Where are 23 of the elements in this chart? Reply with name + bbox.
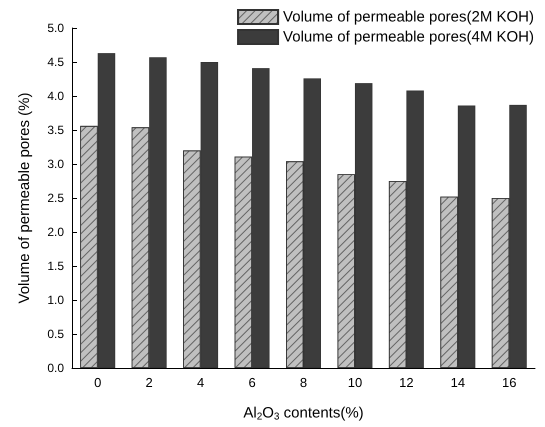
x-tick-label: 4 — [196, 375, 204, 390]
y-tick-label: 1.5 — [47, 259, 64, 273]
x-tick-label: 12 — [399, 375, 414, 390]
x-tick-label: 10 — [348, 375, 362, 390]
y-tick-label: 0.0 — [47, 361, 64, 375]
x-tick-label: 16 — [502, 375, 517, 390]
y-tick-label: 2.5 — [47, 191, 64, 205]
legend-label: Volume of permeable pores(2M KOH) — [283, 8, 534, 26]
y-tick-label: 3.5 — [47, 123, 64, 137]
y-tick-label: 2.0 — [47, 225, 64, 239]
y-tick-label: 4.0 — [47, 89, 64, 103]
y-tick-label: 1.0 — [47, 293, 64, 307]
y-axis-title: Volume of permeable pores (%) — [16, 92, 33, 304]
y-tick-label: 5.0 — [47, 21, 64, 35]
x-tick-label: 6 — [248, 375, 256, 390]
y-tick-label: 0.5 — [47, 327, 64, 341]
legend-label: Volume of permeable pores(4M KOH) — [283, 28, 534, 46]
x-tick-label: 8 — [300, 375, 308, 390]
x-tick-label: 2 — [146, 375, 153, 390]
y-tick-label: 3.0 — [47, 157, 64, 171]
x-tick-label: 0 — [94, 375, 102, 390]
y-tick-label: 4.5 — [47, 55, 64, 69]
x-tick-label: 14 — [450, 375, 466, 390]
